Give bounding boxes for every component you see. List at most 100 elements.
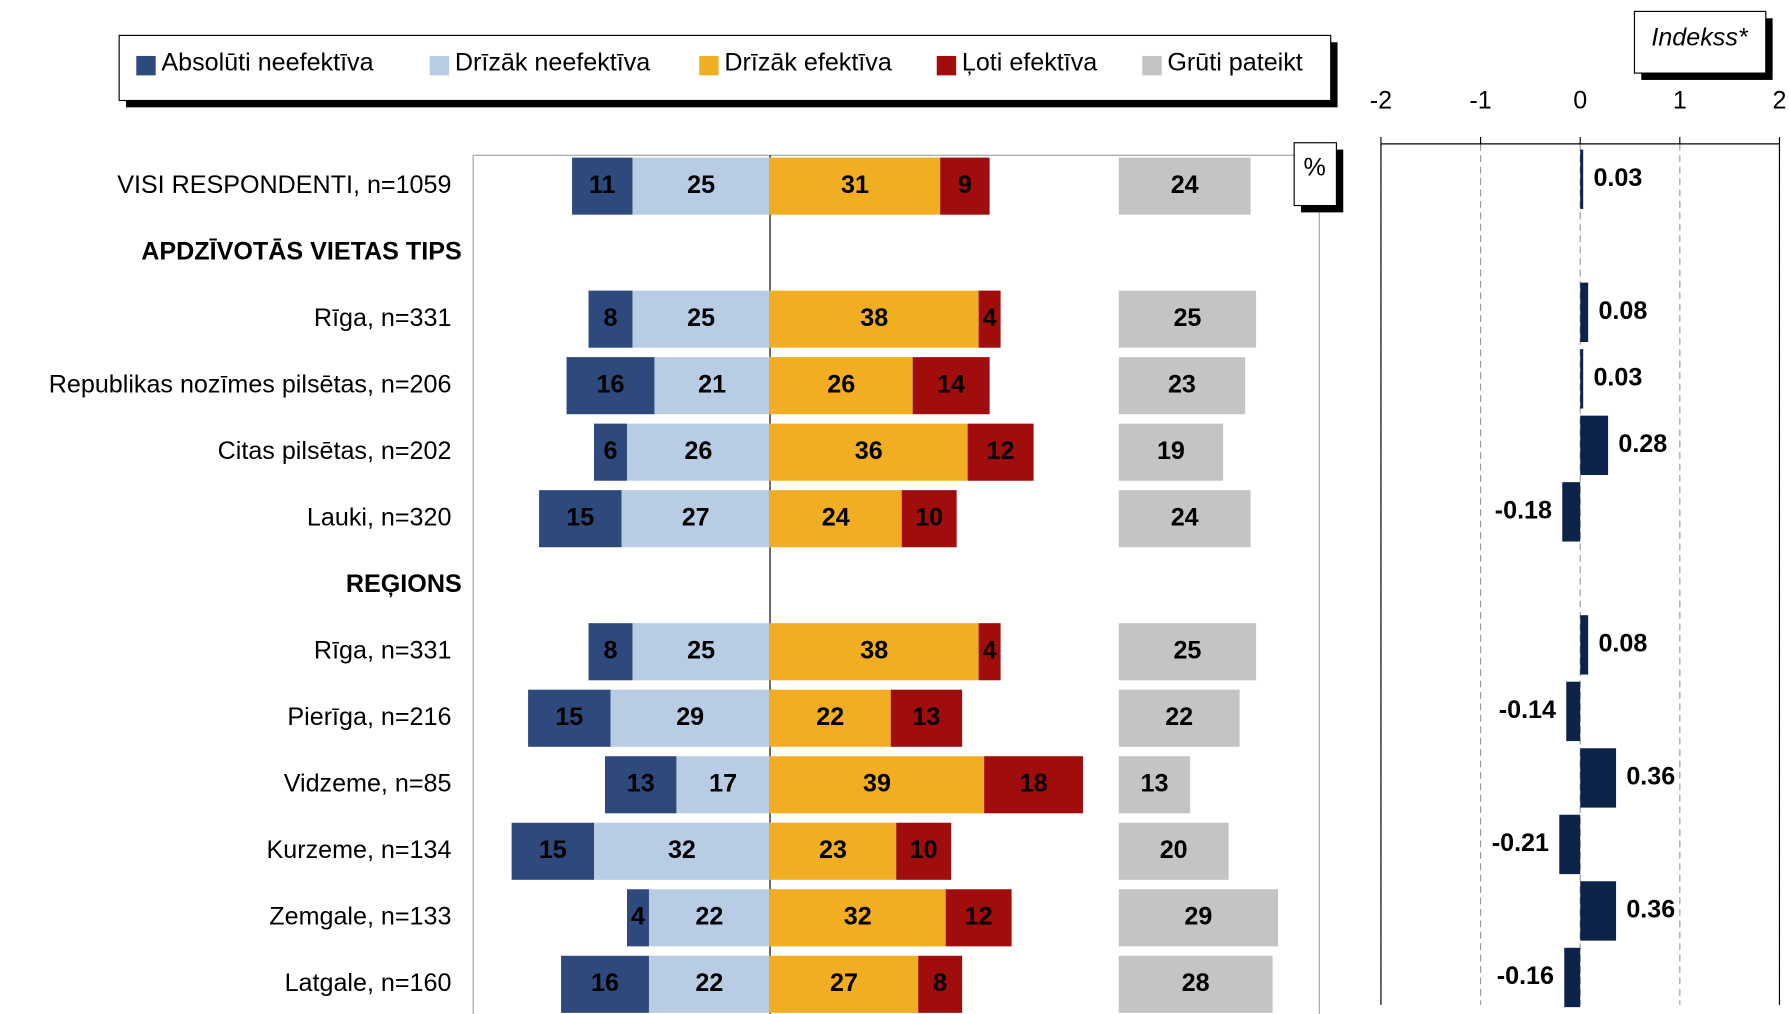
bar [572, 157, 633, 215]
bar [566, 357, 655, 415]
bar-label: 26 [684, 437, 712, 465]
bar-label: 22 [816, 703, 844, 731]
legend-box [118, 34, 1332, 102]
bar [896, 822, 952, 880]
legend-label: Drīzāk efektīva [724, 49, 891, 77]
bar [769, 955, 919, 1013]
bar-label: 16 [591, 969, 619, 997]
bar [769, 756, 985, 814]
bar-label: 22 [695, 902, 723, 930]
legend-swatch [136, 55, 156, 76]
bar-label: 29 [1184, 902, 1212, 930]
bar [610, 689, 770, 747]
bar-label: 11 [589, 171, 616, 199]
bar [1118, 955, 1273, 1013]
bar [605, 756, 677, 814]
index-bar [1562, 482, 1581, 542]
bar [539, 490, 622, 548]
bar-label: 22 [1165, 703, 1193, 731]
unit-label: % [1304, 154, 1326, 182]
bar [1118, 490, 1251, 548]
bar [769, 357, 913, 415]
bar [1118, 756, 1191, 814]
index-title-box [1633, 10, 1767, 74]
bar [769, 157, 941, 215]
index-bar [1580, 748, 1617, 808]
index-label: -0.16 [1497, 962, 1554, 990]
bar-label: 21 [698, 370, 726, 398]
bar [1118, 822, 1229, 880]
bar-label: 15 [566, 503, 594, 531]
bar [1118, 689, 1240, 747]
bar-label: 32 [844, 902, 872, 930]
bar-label: 16 [597, 370, 625, 398]
x-tick-label: 0 [1573, 86, 1587, 114]
bar [769, 623, 979, 681]
index-bar [1559, 814, 1581, 875]
bar [769, 822, 897, 880]
bar-label: 29 [676, 703, 704, 731]
bar [654, 357, 770, 415]
legend-label: Ļoti efektīva [962, 49, 1097, 77]
bar-label: 12 [965, 902, 993, 930]
bar-label: 18 [1020, 769, 1048, 797]
category-label: Zemgale, n=133 [269, 902, 451, 930]
bar-label: 36 [855, 437, 883, 465]
bar [511, 822, 595, 880]
x-tick-label: -2 [1370, 86, 1392, 114]
bar-label: 31 [841, 171, 869, 199]
bar-label: 8 [604, 304, 618, 332]
bar [632, 623, 770, 681]
index-label: 0.28 [1618, 430, 1667, 458]
bar-label: 25 [687, 171, 715, 199]
index-label: 0.36 [1626, 896, 1675, 924]
index-bar [1566, 681, 1581, 742]
index-bar [1580, 415, 1609, 476]
index-label: -0.18 [1495, 496, 1552, 524]
bar-label: 23 [819, 836, 847, 864]
bar-label: 25 [687, 304, 715, 332]
bar-label: 28 [1182, 969, 1210, 997]
bar [676, 756, 770, 814]
bar-label: 25 [1173, 304, 1201, 332]
bar [594, 822, 770, 880]
bar [967, 423, 1034, 481]
bar-label: 14 [937, 370, 965, 398]
bar [769, 490, 902, 548]
bar [594, 423, 627, 481]
bar-label: 23 [1168, 370, 1196, 398]
bar [1118, 290, 1257, 348]
bar-label: 13 [1140, 769, 1168, 797]
bar-label: 38 [860, 304, 888, 332]
bar [890, 689, 963, 747]
bar [769, 889, 946, 947]
section-header: APDZĪVOTĀS VIETAS TIPS [141, 237, 461, 265]
bar [978, 623, 1001, 681]
legend-label: Absolūti neefektīva [161, 49, 373, 77]
bar-label: 25 [1173, 636, 1201, 664]
bar-label: 4 [631, 902, 645, 930]
bar [769, 689, 891, 747]
category-label: Citas pilsētas, n=202 [218, 437, 452, 465]
plot-frame [472, 154, 1320, 1014]
bar-label: 27 [830, 969, 858, 997]
index-title: Indekss* [1651, 23, 1749, 51]
index-label: 0.08 [1598, 297, 1647, 325]
index-label: 0.03 [1593, 164, 1642, 192]
legend-swatch [936, 55, 957, 76]
bar-label: 26 [827, 370, 855, 398]
bar [528, 689, 611, 747]
legend-swatch [429, 55, 450, 76]
category-label: Rīga, n=331 [314, 304, 452, 332]
bar-label: 27 [682, 503, 710, 531]
bar [769, 423, 968, 481]
category-label: Latgale, n=160 [285, 969, 452, 997]
bar-label: 19 [1157, 437, 1185, 465]
bar [626, 889, 649, 947]
bar [621, 490, 770, 548]
bar-label: 24 [822, 503, 850, 531]
bar-label: 8 [604, 636, 618, 664]
category-label: Pierīga, n=216 [287, 703, 451, 731]
bar [912, 357, 990, 415]
bar-label: 4 [983, 636, 997, 664]
